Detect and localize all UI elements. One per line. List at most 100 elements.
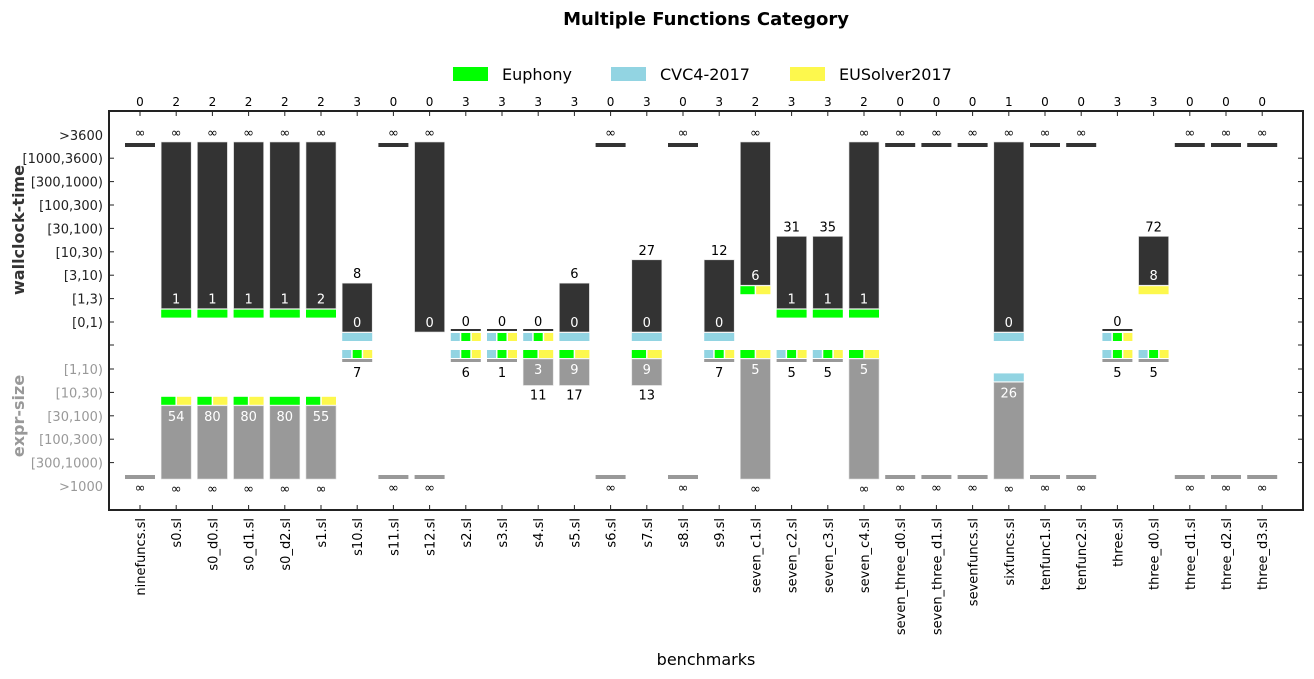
x-tick-label: s5.sl bbox=[568, 518, 583, 548]
benchmark-group: 0 tenfunc1.sl ∞ ∞ bbox=[1030, 95, 1060, 590]
size-unsolved-line bbox=[921, 475, 952, 479]
size-max-label: ∞ bbox=[1076, 481, 1087, 496]
size-min-label: 5 bbox=[751, 363, 759, 378]
time-unsolved-line bbox=[957, 143, 988, 147]
smallest-solver-strip-euphony bbox=[1149, 350, 1159, 358]
smallest-solver-strip-eusolver bbox=[213, 396, 228, 405]
smallest-solver-strip-euphony bbox=[306, 396, 321, 405]
x-axis-label: benchmarks bbox=[657, 650, 756, 669]
size-bar bbox=[197, 405, 228, 480]
benchmark-group: 3 s9.sl 12 0 7 bbox=[703, 95, 735, 548]
smallest-solver-strip-euphony bbox=[849, 350, 864, 358]
smallest-solver-strip-cvc4 bbox=[450, 350, 460, 358]
size-label: 1 bbox=[498, 366, 506, 381]
y-tick-label-size: [300,1000) bbox=[31, 457, 103, 472]
time-bar bbox=[559, 282, 590, 333]
smallest-solver-strip-euphony bbox=[497, 350, 507, 358]
time-min-label: 6 bbox=[751, 269, 759, 284]
x-tick-label: seven_three_d0.sl bbox=[894, 518, 909, 635]
x-tick-label: seven_c2.sl bbox=[786, 518, 801, 593]
benchmark-group: 2 seven_c1.sl ∞ 6 5 ∞ bbox=[740, 95, 771, 593]
size-line bbox=[704, 359, 735, 362]
benchmark-group: 3 s2.sl 0 6 bbox=[450, 95, 481, 548]
solved-count-label: 3 bbox=[824, 95, 832, 109]
y-tick-label-size: [30,100) bbox=[47, 410, 103, 425]
legend-label-cvc4: CVC4-2017 bbox=[660, 65, 750, 84]
time-min-label: 2 bbox=[317, 293, 325, 308]
size-unsolved-line bbox=[1174, 475, 1205, 479]
time-min-label: 1 bbox=[172, 293, 180, 308]
smallest-solver-strip-euphony bbox=[197, 396, 212, 405]
smallest-solver-strip-euphony bbox=[559, 350, 574, 358]
smallest-solver-strip-cvc4 bbox=[1102, 350, 1112, 358]
size-bar bbox=[233, 405, 264, 480]
time-min-label: 1 bbox=[281, 293, 289, 308]
benchmark-group: 2 s0_d1.sl ∞ 1 80 ∞ bbox=[233, 95, 264, 571]
time-max-label: ∞ bbox=[750, 126, 761, 141]
x-tick-label: s0_d0.sl bbox=[206, 518, 221, 571]
smallest-solver-strip-euphony bbox=[1112, 350, 1122, 358]
size-bar bbox=[305, 405, 337, 480]
size-max-label: ∞ bbox=[895, 481, 906, 496]
time-unsolved-line bbox=[595, 143, 626, 147]
size-min-label: 9 bbox=[643, 363, 651, 378]
fastest-solver-strip-euphony bbox=[269, 309, 300, 318]
time-min-label: 0 bbox=[570, 316, 578, 331]
x-tick-label: s12.sl bbox=[424, 518, 439, 556]
size-min-label: 80 bbox=[277, 410, 294, 425]
time-bar bbox=[776, 236, 807, 309]
fastest-solver-strip-eusolver bbox=[471, 333, 481, 341]
smallest-solver-strip-euphony bbox=[161, 396, 176, 405]
x-tick-label: tenfunc2.sl bbox=[1075, 518, 1090, 590]
x-tick-label: sevenfuncs.sl bbox=[967, 518, 982, 606]
smallest-solver-strip-euphony bbox=[352, 350, 362, 358]
smallest-solver-strip-eusolver bbox=[508, 350, 517, 358]
time-max-label: ∞ bbox=[1076, 126, 1087, 141]
time-max-label: ∞ bbox=[605, 126, 616, 141]
time-unsolved-line bbox=[1211, 143, 1241, 147]
time-bar bbox=[703, 259, 735, 333]
solved-count-label: 0 bbox=[426, 95, 434, 109]
size-max-label: ∞ bbox=[967, 481, 978, 496]
fastest-solver-strip-euphony bbox=[812, 309, 843, 318]
size-bar bbox=[522, 358, 554, 386]
y-tick-label-time: [30,100) bbox=[47, 222, 103, 237]
solved-count-label: 2 bbox=[281, 95, 289, 109]
time-unsolved-line bbox=[921, 143, 952, 147]
x-tick-label: s8.sl bbox=[677, 518, 692, 548]
chart-title: Multiple Functions Category bbox=[563, 9, 849, 30]
smallest-solver-strip-cvc4 bbox=[993, 373, 1024, 382]
time-min-label: 8 bbox=[1149, 269, 1157, 284]
size-unsolved-line bbox=[1211, 475, 1241, 479]
size-label: 5 bbox=[824, 366, 832, 381]
size-min-label: 5 bbox=[860, 363, 868, 378]
time-bar bbox=[233, 141, 264, 309]
size-line bbox=[450, 359, 481, 362]
solved-count-label: 0 bbox=[969, 95, 977, 109]
time-line bbox=[487, 329, 517, 331]
y-tick-label-size: >1000 bbox=[59, 480, 103, 495]
time-max-label: ∞ bbox=[1003, 126, 1014, 141]
smallest-solver-strip-eusolver bbox=[864, 350, 879, 358]
size-max-label: ∞ bbox=[135, 481, 146, 496]
smallest-solver-strip-eusolver bbox=[471, 350, 481, 358]
size-max-label: ∞ bbox=[605, 481, 616, 496]
size-max-label: ∞ bbox=[279, 482, 290, 497]
fastest-solver-strip-cvc4 bbox=[342, 333, 373, 341]
time-max-label: 27 bbox=[639, 244, 656, 259]
time-bar bbox=[341, 282, 373, 333]
y-tick-label-time: [1000,3600) bbox=[23, 152, 103, 167]
size-bar bbox=[740, 358, 771, 480]
time-bar bbox=[197, 141, 228, 309]
y-axis-label-size: expr-size bbox=[9, 375, 28, 457]
benchmark-group: 3 three_d0.sl 72 8 5 bbox=[1138, 95, 1169, 590]
solved-count-label: 2 bbox=[860, 95, 868, 109]
solved-count-label: 0 bbox=[390, 95, 398, 109]
benchmark-group: 3 s3.sl 0 1 bbox=[487, 95, 517, 548]
time-bar bbox=[848, 141, 880, 309]
size-unsolved-line bbox=[378, 475, 409, 479]
smallest-solver-strip-cvc4 bbox=[487, 350, 496, 358]
size-label: 5 bbox=[787, 366, 795, 381]
x-tick-label: s3.sl bbox=[496, 518, 511, 548]
